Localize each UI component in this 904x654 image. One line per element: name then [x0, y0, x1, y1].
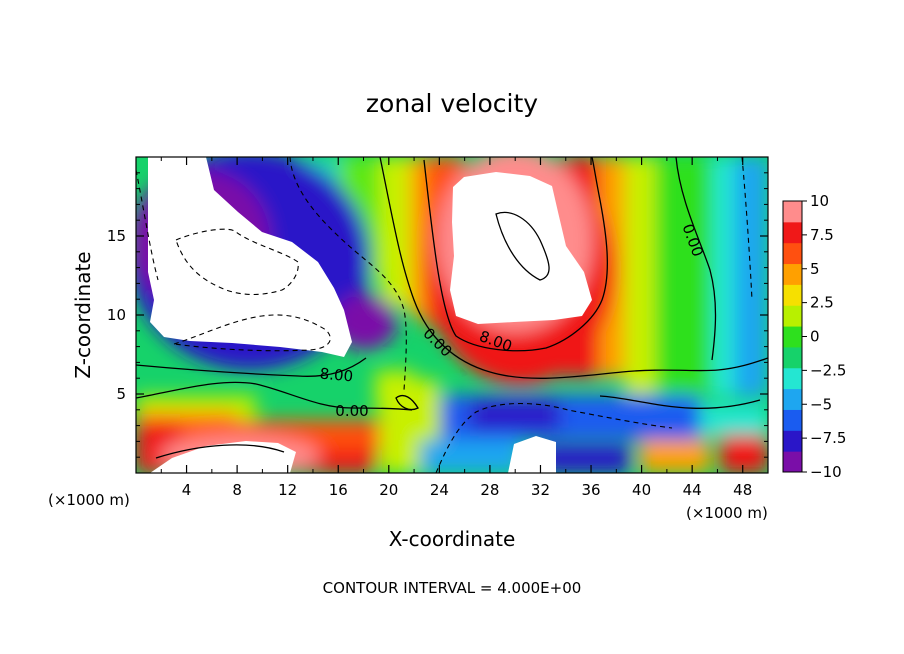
contour-interval-footer: CONTOUR INTERVAL = 4.000E+00	[323, 579, 582, 597]
x-tick-label: 28	[480, 481, 499, 499]
colorbar-tick-label: 5	[810, 260, 820, 278]
x-tick-label: 44	[683, 481, 702, 499]
x-axis: 4 8 12 16 20 24 28 32 36 40 44 48	[160, 157, 752, 499]
y-axis: 5 10 15	[107, 172, 768, 458]
colorbar-swatch	[783, 430, 802, 452]
colorbar-swatch	[783, 346, 802, 369]
colorbar-tick-label: 0	[810, 328, 820, 346]
colorbar-tick-label: 2.5	[810, 294, 834, 312]
colorbar-tick-label: 10	[810, 192, 829, 210]
dashed-contour	[136, 169, 159, 281]
contour-line	[379, 157, 768, 379]
x-tick-label: 36	[581, 481, 600, 499]
x-unit-right: (×1000 m)	[686, 504, 768, 522]
colorbar-swatch	[783, 451, 802, 473]
colorbar-swatch	[783, 409, 802, 431]
saturation-region	[450, 172, 592, 324]
y-tick-label: 5	[116, 385, 126, 403]
x-axis-label: X-coordinate	[389, 527, 516, 551]
dashed-contour	[175, 228, 299, 296]
contour-line	[136, 381, 413, 411]
y-tick-label: 10	[107, 306, 126, 324]
plot-area: 0.00 0.00 8.00 0.00 8.00	[136, 157, 768, 473]
colorbar-swatch	[783, 388, 802, 410]
colorbar-swatch	[783, 326, 802, 348]
y-tick-label: 15	[107, 227, 126, 245]
x-unit-left: (×1000 m)	[48, 491, 130, 509]
x-tick-label: 48	[733, 481, 752, 499]
chart-title: zonal velocity	[366, 89, 538, 118]
colorbar-swatch	[783, 367, 802, 390]
colorbar-tick-label: 7.5	[810, 226, 834, 244]
contour-line	[423, 157, 608, 352]
contour-label: 8.00	[319, 365, 354, 386]
contour-line	[495, 211, 550, 281]
contour-line	[136, 357, 367, 377]
x-tick-label: 16	[329, 481, 348, 499]
colorbar-tick-label: −10	[810, 463, 842, 481]
saturation-region	[508, 436, 556, 473]
colorbar-swatch	[783, 263, 802, 285]
contour-line	[599, 395, 761, 409]
contour-line	[155, 444, 285, 459]
colorbar-swatch	[783, 201, 802, 223]
colorbar-swatch	[783, 242, 802, 265]
dashed-contour	[289, 157, 407, 391]
x-tick-label: 40	[632, 481, 651, 499]
colorbar-tick-label: −2.5	[810, 361, 846, 379]
contour-label: 0.00	[335, 402, 368, 420]
x-tick-label: 4	[182, 481, 192, 499]
saturation-region	[148, 157, 352, 357]
colorbar-tick-label: −7.5	[810, 429, 846, 447]
dashed-contour	[435, 402, 673, 473]
colorbar-tick-label: −5	[810, 395, 832, 413]
dashed-contour	[741, 157, 753, 301]
x-tick-label: 24	[430, 481, 449, 499]
colorbar-swatch	[783, 284, 802, 306]
y-axis-label: Z-coordinate	[71, 251, 95, 378]
x-tick-label: 20	[379, 481, 398, 499]
colorbar-swatch	[783, 305, 802, 327]
x-tick-label: 12	[278, 481, 297, 499]
contour-line	[395, 394, 419, 411]
x-tick-label: 8	[232, 481, 242, 499]
colorbar-swatch	[783, 221, 802, 244]
x-tick-label: 32	[531, 481, 550, 499]
colorbar: 10 7.5 5 2.5 0 −2.5 −5 −7.5 −10	[782, 192, 846, 481]
contour-line	[675, 157, 717, 361]
